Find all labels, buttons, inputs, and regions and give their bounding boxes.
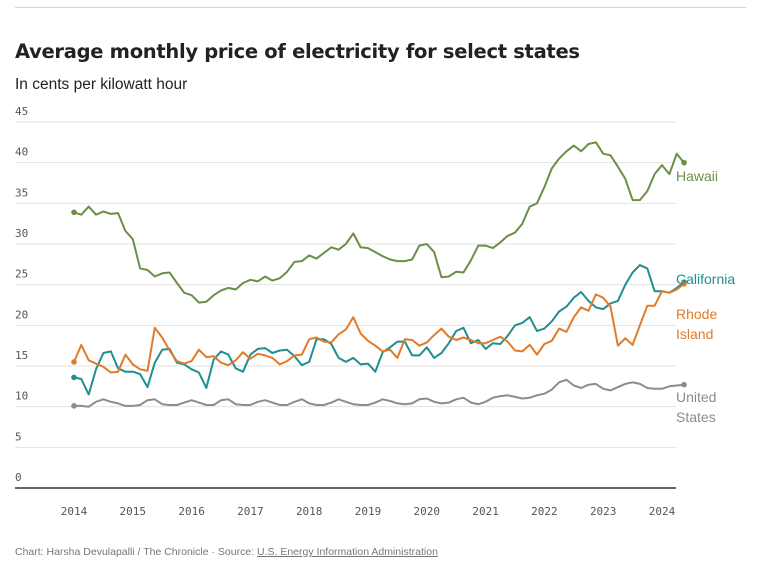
x-tick-label: 2016	[178, 505, 205, 518]
start-point-marker	[71, 209, 77, 216]
series-line	[73, 141, 685, 304]
chart-footer: Chart: Harsha Devulapalli / The Chronicl…	[15, 546, 438, 558]
y-tick-label: 35	[15, 186, 28, 199]
end-point-marker	[681, 281, 687, 287]
x-tick-label: 2021	[472, 505, 499, 518]
x-tick-label: 2024	[649, 505, 676, 518]
start-point-marker	[71, 374, 77, 381]
x-tick-label: 2023	[590, 505, 617, 518]
series-line	[74, 378, 685, 408]
x-tick-label: 2022	[531, 505, 558, 518]
chart-subtitle: In cents per kilowatt hour	[15, 76, 188, 93]
y-tick-label: 15	[15, 349, 28, 362]
x-tick-label: 2014	[61, 505, 88, 518]
y-tick-label: 0	[15, 471, 22, 484]
series-labels: Hawaii California Rhode Island United States	[676, 168, 735, 425]
series-line	[73, 283, 685, 374]
y-tick-label: 45	[15, 105, 28, 118]
series-united-states	[71, 378, 687, 409]
series-label: United	[676, 389, 716, 405]
series-label: Rhode	[676, 306, 717, 322]
x-tick-label: 2019	[355, 505, 382, 518]
x-tick-label: 2020	[414, 505, 441, 518]
y-tick-label: 30	[15, 227, 28, 240]
series-label: States	[676, 409, 716, 425]
series-hawaii	[71, 141, 687, 304]
y-tick-label: 40	[15, 146, 28, 159]
series-label: Island	[676, 326, 713, 342]
series-label: Hawaii	[676, 168, 718, 184]
series-label: California	[676, 271, 735, 287]
y-tick-label: 5	[15, 430, 22, 443]
x-tick-label: 2015	[120, 505, 147, 518]
y-axis-ticks: 0 5 10 15 20 25 30 35 40 45	[15, 105, 28, 484]
start-point-marker	[71, 359, 77, 365]
start-point-marker	[71, 403, 77, 409]
source-link[interactable]: U.S. Energy Information Administration	[257, 546, 438, 558]
series-lines	[71, 141, 687, 409]
top-divider	[15, 7, 746, 8]
x-tick-label: 2018	[296, 505, 323, 518]
y-tick-label: 10	[15, 390, 28, 403]
series-rhode-island	[71, 281, 687, 374]
x-tick-label: 2017	[237, 505, 264, 518]
x-axis-ticks: 2014 2015 2016 2017 2018 2019 2020 2021 2022 2023…	[61, 505, 676, 518]
end-point-marker	[681, 159, 687, 166]
gridlines	[15, 121, 676, 489]
credit-text: Chart: Harsha Devulapalli / The Chronicl…	[15, 546, 257, 558]
end-point-marker	[681, 381, 687, 388]
y-tick-label: 20	[15, 308, 28, 321]
y-tick-label: 25	[15, 268, 28, 281]
chart-title: Average monthly price of electricity for…	[15, 40, 580, 63]
